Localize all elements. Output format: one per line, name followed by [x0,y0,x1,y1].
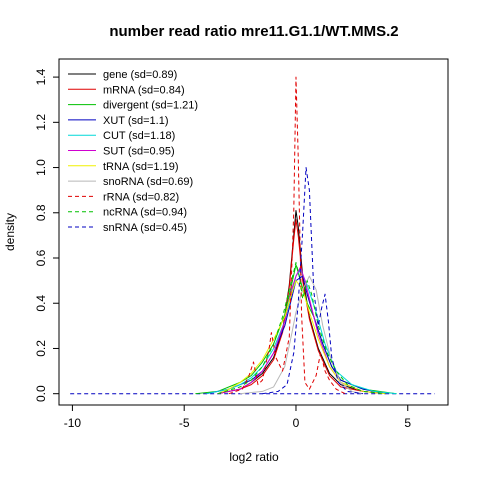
x-tick-label: -10 [64,416,82,430]
y-axis: 0.0 0.2 0.4 0.6 0.8 1.0 1.2 1.4 [34,68,60,402]
y-tick-label: 1.4 [34,68,48,85]
series-line-divergent [195,264,397,395]
legend-label-ncrna: ncRNA (sd=0.94) [103,207,187,219]
x-tick-label: 5 [404,416,411,430]
y-tick-label: 1.2 [34,114,48,131]
series-line-gene [217,210,386,395]
x-tick-label: -5 [179,416,190,430]
legend-label-snorna: snoRNA (sd=0.69) [103,176,193,188]
y-tick-label: 1.0 [34,159,48,176]
legend-label-xut: XUT (sd=1.1) [103,115,169,127]
y-tick-label: 0.0 [34,385,48,402]
series-line-trna [217,280,386,395]
legend-label-cut: CUT (sd=1.18) [103,130,175,142]
legend-label-gene: gene (sd=0.89) [103,69,177,81]
y-tick-label: 0.8 [34,204,48,221]
series-line-snorna [240,275,364,395]
y-tick-label: 0.4 [34,295,48,312]
legend-label-rrna: rRNA (sd=0.82) [103,191,179,203]
x-tick-label: 0 [293,416,300,430]
legend-label-snrna: snRNA (sd=0.45) [103,222,187,234]
y-tick-label: 0.2 [34,340,48,357]
series-line-ncrna [217,262,386,395]
x-axis-label: log2 ratio [229,450,279,464]
legend-label-divergent: divergent (sd=1.21) [103,100,198,112]
chart-title: number read ratio mre11.G1.1/WT.MMS.2 [109,23,398,40]
y-axis-label: density [3,213,17,251]
series-lines [70,76,435,395]
series-line-rrna [228,76,346,395]
series-line-mrna [217,219,386,395]
legend: gene (sd=0.89) mRNA (sd=0.84) divergent (s… [68,69,198,234]
legend-label-trna: tRNA (sd=1.19) [103,161,179,173]
y-tick-label: 0.6 [34,249,48,266]
series-line-xut [206,275,386,395]
legend-label-sut: SUT (sd=0.95) [103,146,175,158]
x-axis: -10 -5 0 5 [64,404,411,430]
legend-label-mrna: mRNA (sd=0.84) [103,84,185,96]
